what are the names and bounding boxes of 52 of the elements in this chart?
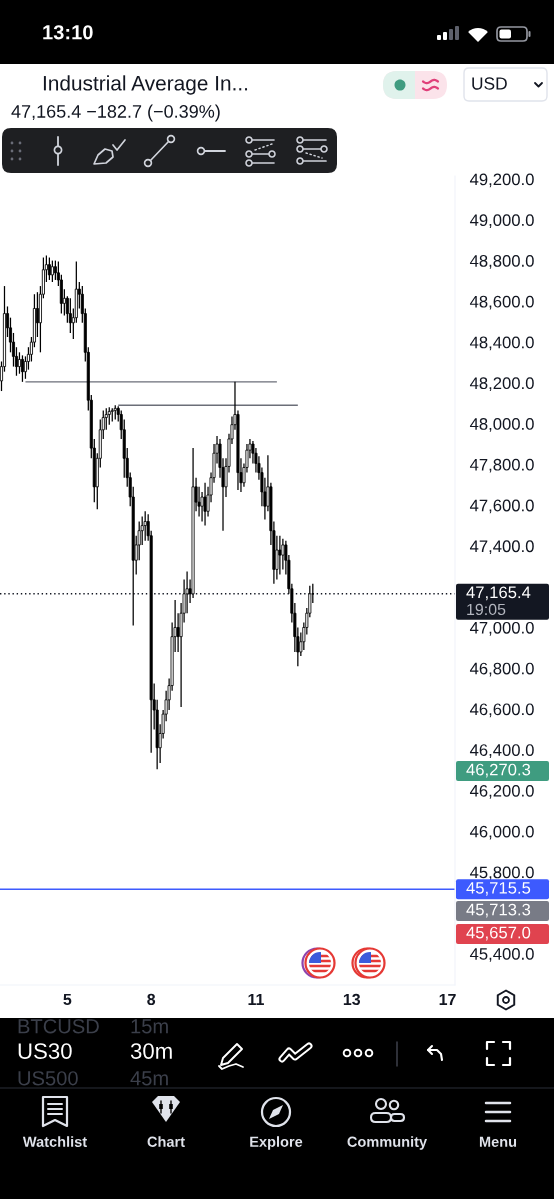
y-tick-label: 45,800.0 — [469, 866, 534, 881]
ref-line-label: 47,165.4 — [466, 586, 531, 601]
x-tick-label: 5 — [63, 993, 72, 1006]
y-tick-label: 46,800.0 — [469, 662, 534, 677]
candlestick — [20, 354, 24, 383]
y-tick-label: 47,600.0 — [469, 499, 534, 514]
text: 45,657.0 — [466, 926, 531, 941]
y-tick-label: 46,600.0 — [469, 703, 534, 718]
y-tick-label: 48,200.0 — [469, 377, 534, 392]
y-tick-label: 47,800.0 — [469, 458, 534, 473]
text: 15m — [131, 1019, 168, 1034]
text: 13:10 — [43, 25, 93, 40]
text: 45m — [130, 1071, 168, 1086]
y-tick-label: 48,400.0 — [469, 336, 534, 351]
y-tick-label: 48,600.0 — [469, 295, 534, 310]
text: Chart — [147, 1136, 185, 1147]
candlestick — [50, 259, 54, 283]
text: 45,713.3 — [466, 903, 531, 918]
y-tick-label: 45,400.0 — [469, 948, 534, 962]
candlestick — [17, 351, 21, 375]
text: USD — [472, 77, 507, 90]
y-tick-label: 46,400.0 — [469, 744, 534, 758]
text: 46,270.3 — [466, 763, 531, 778]
candlestick — [278, 535, 282, 576]
y-tick-label: 46,200.0 — [469, 784, 534, 799]
candlestick — [281, 538, 285, 571]
text: 30m — [130, 1043, 172, 1059]
text: Explore — [250, 1136, 303, 1150]
y-tick-label: 49,000.0 — [469, 214, 534, 228]
x-tick-label: 13 — [343, 993, 361, 1006]
text: BTCUSD — [18, 1019, 99, 1034]
chart-title: Industrial Average In... — [43, 75, 248, 95]
x-tick-label: 8 — [147, 993, 156, 1006]
candlestick — [47, 256, 51, 281]
y-tick-label: 48,800.0 — [469, 254, 534, 269]
text: 19:05 — [467, 603, 506, 616]
text: US500 — [18, 1071, 78, 1086]
y-tick-label: 46,000.0 — [469, 825, 534, 840]
text: Watchlist — [22, 1136, 87, 1147]
text: 47,165.4 −182.7 (−0.39%) — [11, 104, 220, 122]
text: Menu — [479, 1136, 517, 1147]
ref-line-label: 45,715.5 — [466, 882, 531, 896]
y-tick-label: 47,400.0 — [469, 540, 534, 555]
text: US30 — [18, 1043, 72, 1059]
y-tick-label: 49,200.0 — [469, 173, 534, 188]
x-tick-label: 17 — [439, 993, 456, 1005]
candlestick — [203, 482, 207, 527]
y-tick-label: 47,000.0 — [469, 621, 534, 636]
y-tick-label: 48,000.0 — [469, 418, 534, 432]
x-tick-label: 11 — [248, 993, 264, 1005]
text: Community — [347, 1136, 428, 1150]
candlestick — [143, 510, 147, 542]
